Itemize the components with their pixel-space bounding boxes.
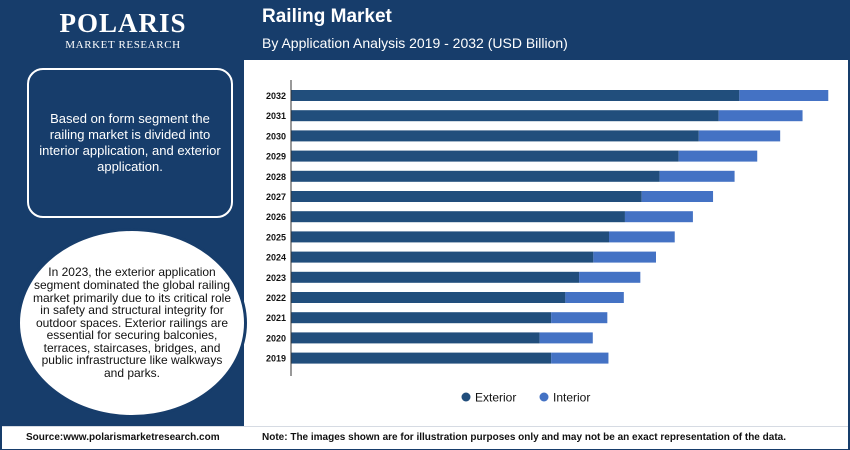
bar-interior	[739, 90, 829, 101]
highlight-text: In 2023, the exterior application segmen…	[32, 265, 232, 381]
legend-label-exterior: Exterior	[475, 391, 516, 405]
bar-exterior	[291, 332, 540, 344]
segment-summary-text: Based on form segment the railing market…	[39, 111, 221, 174]
footer	[2, 426, 848, 449]
highlight-circle: In 2023, the exterior application segmen…	[17, 228, 247, 418]
chart-title: Railing Market	[262, 6, 392, 27]
bar-exterior	[291, 150, 679, 162]
y-tick-label: 2020	[266, 333, 286, 343]
legend-label-interior: Interior	[553, 391, 590, 405]
y-tick-label: 2025	[266, 232, 286, 242]
bar-exterior	[291, 170, 660, 182]
bar-interior	[659, 170, 735, 182]
bar-exterior	[291, 292, 566, 303]
y-tick-label: 2022	[266, 293, 286, 303]
bar-interior	[624, 211, 693, 223]
header-band	[244, 2, 848, 60]
bar-exterior	[291, 110, 719, 122]
bar-exterior	[291, 352, 552, 364]
bar-interior	[565, 292, 624, 303]
bar-interior	[539, 332, 593, 344]
bar-interior	[698, 130, 781, 142]
bar-interior	[718, 110, 803, 122]
source-text: Source:www.polarismarketresearch.com	[26, 432, 220, 443]
y-tick-label: 2027	[266, 192, 286, 202]
bar-interior	[678, 150, 758, 162]
y-tick-label: 2030	[266, 131, 286, 141]
bar-exterior	[291, 130, 699, 142]
bar-exterior	[291, 231, 610, 243]
bar-exterior	[291, 90, 740, 101]
y-tick-label: 2023	[266, 273, 286, 283]
y-tick-label: 2024	[266, 253, 286, 263]
y-tick-label: 2026	[266, 212, 286, 222]
brand-logo-name: POLARIS	[59, 8, 187, 38]
bar-interior	[551, 312, 608, 324]
chart-subtitle: By Application Analysis 2019 - 2032 (USD…	[262, 35, 568, 51]
brand-logo-tagline: MARKET RESEARCH	[65, 39, 181, 51]
bar-exterior	[291, 211, 625, 223]
y-tick-label: 2019	[266, 354, 286, 364]
legend-marker-exterior	[461, 392, 471, 402]
y-tick-label: 2032	[266, 91, 286, 101]
bar-exterior	[291, 312, 552, 324]
bar-chart: 2032 2031 2030 2029 2028 2027 2026 2025 2024 2023…	[266, 80, 829, 405]
y-tick-label: 2021	[266, 313, 286, 323]
bar-interior	[609, 231, 675, 243]
segment-summary-box: Based on form segment the railing market…	[27, 68, 233, 218]
bar-exterior	[291, 191, 642, 202]
y-tick-label: 2029	[266, 152, 286, 162]
disclaimer-note: Note: The images shown are for illustrat…	[262, 432, 786, 443]
bar-interior	[551, 352, 609, 364]
bar-interior	[579, 271, 641, 283]
y-tick-label: 2031	[266, 111, 286, 121]
y-tick-label: 2028	[266, 172, 286, 182]
legend-marker-interior	[539, 392, 549, 402]
bar-interior	[641, 191, 714, 202]
bar-exterior	[291, 251, 594, 263]
bar-exterior	[291, 271, 580, 283]
bar-interior	[593, 251, 656, 263]
